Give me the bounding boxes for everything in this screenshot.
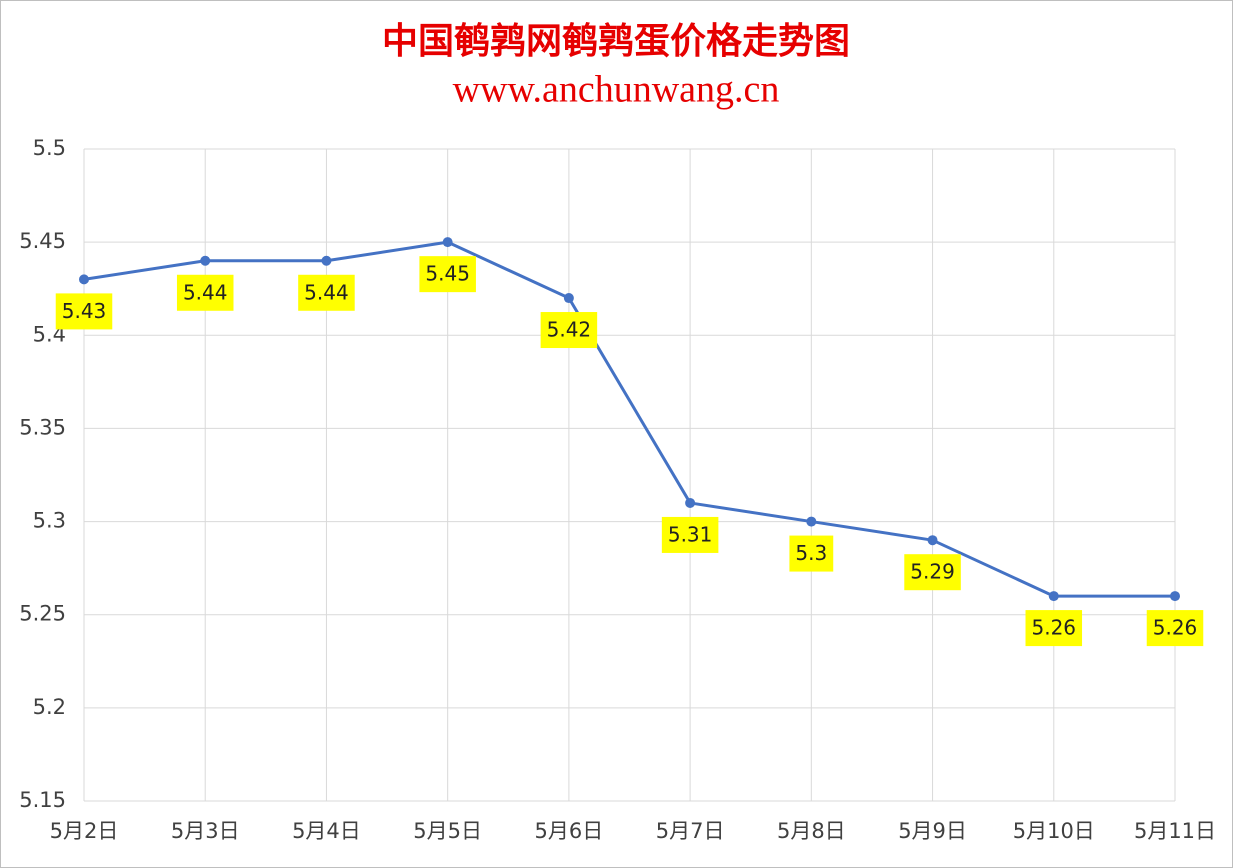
line [83,240,1175,598]
x-tick-label: 5月7日 [656,819,725,843]
x-tick-label: 5月3日 [171,819,240,843]
y-tick-label: 5.2 [33,695,66,719]
data-label: 5.26 [1153,616,1198,640]
chart-subtitle: www.anchunwang.cn [453,69,780,111]
data-label: 5.31 [668,522,713,546]
point [1048,591,1059,602]
x-tick-label: 5月11日 [1134,819,1216,843]
data-label-box [1146,610,1204,647]
x-tick-label: 5月5日 [413,819,482,843]
point [1170,591,1180,602]
point [806,516,817,527]
data-label: 5.45 [425,262,470,286]
point [79,274,89,285]
point [321,255,332,266]
point [442,237,453,248]
data-label-box [789,535,834,572]
point [563,293,574,304]
data-label-box [55,293,113,330]
data-label-box [661,516,719,553]
x-tick-label: 5月6日 [535,819,604,843]
data-label: 5.29 [910,560,955,584]
chart-title: 中国鹌鹑网鹌鹑蛋价格走势图 [382,20,850,62]
data-label: 5.26 [1032,616,1077,640]
point [200,255,211,266]
data-label-box [540,312,598,349]
x-tick-label: 5月10日 [1013,819,1095,843]
data-label-box [904,554,961,591]
data-label-box [419,256,476,293]
data-label: 5.44 [304,280,349,304]
data-label-box [1025,610,1083,647]
y-tick-label: 5.3 [33,509,66,533]
y-tick-label: 5.15 [19,788,66,812]
x-tick-label: 5月2日 [50,819,119,843]
x-tick-label: 5月9日 [898,819,967,843]
x-tick-label: 5月8日 [777,819,846,843]
y-tick-label: 5.45 [19,229,66,253]
y-tick-label: 5.25 [19,602,66,626]
data-label: 5.43 [62,299,107,323]
y-tick-label: 5.35 [19,415,66,439]
point [927,535,938,546]
data-label-box [298,274,355,311]
point [685,497,696,508]
y-tick-label: 5.5 [33,136,66,160]
data-label: 5.42 [547,318,592,342]
data-label: 5.44 [183,280,228,304]
x-tick-label: 5月4日 [292,819,361,843]
data-label-box [176,274,234,311]
data-label: 5.3 [795,541,827,565]
